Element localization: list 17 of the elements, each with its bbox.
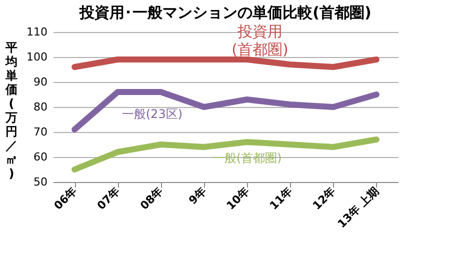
- y-tick-label: 100: [26, 50, 48, 64]
- y-tick-label: 90: [34, 76, 48, 88]
- x-tick-label: 08年: [138, 184, 166, 212]
- chart-title: 投資用･一般マンションの単価比較(首都圏): [78, 4, 372, 22]
- y-tick-label: 60: [34, 150, 48, 164]
- y-tick-label: 80: [34, 100, 48, 114]
- x-tick-label: 9年: [186, 184, 209, 207]
- series-label: 投資用 (首都圏): [232, 22, 288, 58]
- x-tick-label: 11年: [267, 184, 295, 212]
- y-tick-label: 70: [34, 126, 48, 138]
- text: 平均単価(万円／㎡): [6, 40, 18, 180]
- x-tick-label: 07年: [94, 184, 122, 212]
- y-tick-label: 110: [26, 26, 48, 38]
- x-tick-label: 10年: [224, 184, 252, 212]
- x-tick-label: 06年: [52, 184, 80, 212]
- series-label: 一般(23区): [122, 107, 183, 121]
- y-tick-label: 50: [34, 176, 48, 188]
